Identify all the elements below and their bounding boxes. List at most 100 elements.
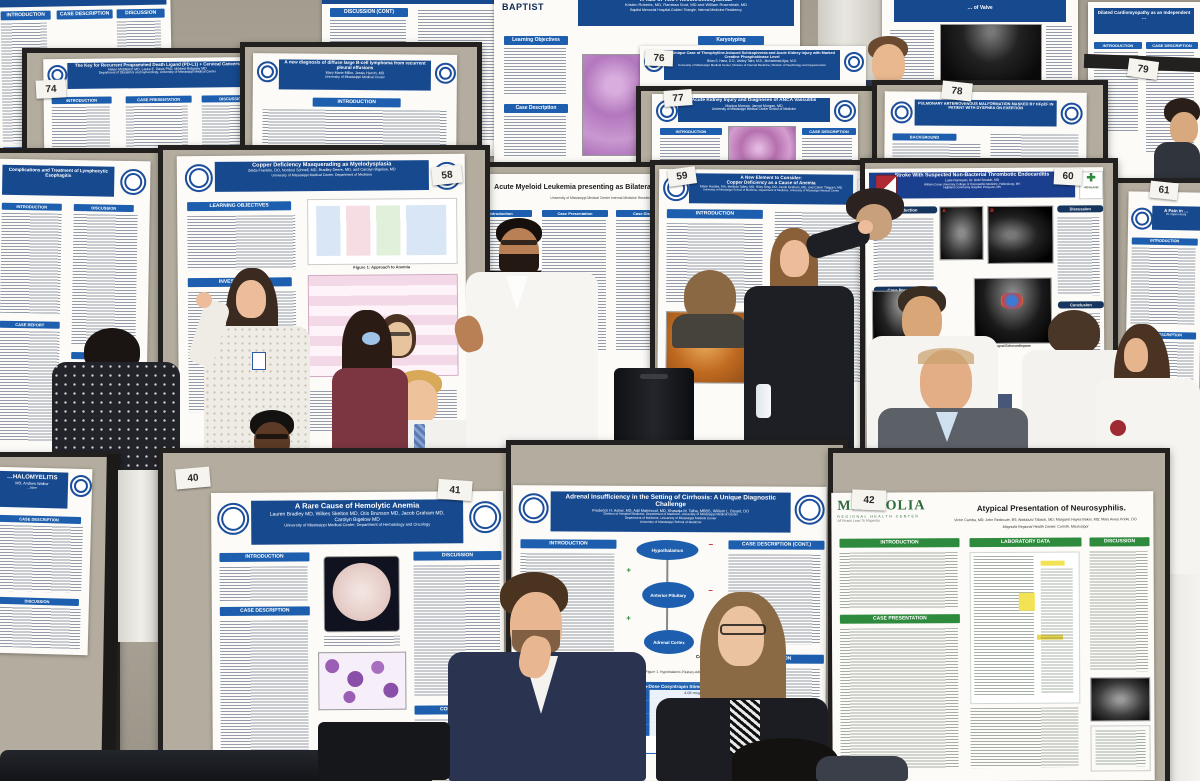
baptist-logo: BAPTIST bbox=[502, 2, 545, 12]
board-tag-58: 58 bbox=[431, 164, 463, 186]
section-header: CASE PRESENTATION bbox=[125, 95, 192, 104]
ummc-logo bbox=[794, 494, 825, 525]
image-label-b: B bbox=[990, 207, 994, 214]
poster-affiliation: University of Mississippi Medical Center… bbox=[678, 62, 826, 67]
water-bottle bbox=[756, 384, 771, 418]
section-header: Conclusion bbox=[1057, 301, 1104, 309]
poster-title: Atypical Presentation of Neurosyphilis. bbox=[976, 503, 1126, 514]
paper-stack bbox=[118, 470, 164, 642]
board-tag-77: 77 bbox=[663, 89, 693, 107]
section-header: Discussion bbox=[1057, 205, 1104, 213]
ultrasound-image bbox=[940, 24, 1042, 88]
section-header: Case Discussion bbox=[616, 210, 682, 218]
node-anterior-pituitary: Anterior Pituitary bbox=[642, 581, 695, 609]
image-label-a: A bbox=[942, 208, 946, 215]
section-header: INTRODUCTION bbox=[1, 202, 62, 211]
poster-affiliation: University of Mississippi School of Medi… bbox=[702, 187, 840, 193]
board-tag-40: 40 bbox=[175, 466, 211, 490]
section-header: CASE DESCRIPTION bbox=[802, 128, 856, 136]
board-tag-78: 78 bbox=[941, 80, 973, 102]
red-patch bbox=[1110, 420, 1126, 436]
section-header: Learning Objectives bbox=[504, 36, 568, 45]
section-header: INTRODUCTION bbox=[0, 10, 51, 20]
section-header: INTRODUCTION bbox=[520, 539, 617, 549]
poster-title: Acute Myeloid Leukemia presenting as Bil… bbox=[494, 184, 724, 191]
section-header: CASE DESCRIPTION bbox=[219, 606, 310, 616]
foreground-monitor bbox=[318, 722, 450, 780]
poster-affiliation: Baptist Memorial Hospital-Golden Triangl… bbox=[630, 8, 742, 13]
poster-affiliation: University of Mississippi Medical Center bbox=[325, 74, 385, 80]
ummc-logo bbox=[69, 474, 93, 498]
poster-authors: Victor Camba, MD; John Redecute, BS; Abd… bbox=[954, 517, 1137, 523]
section-header: Karyotyping bbox=[698, 36, 764, 45]
section-header: BACKGROUND bbox=[892, 133, 957, 141]
poster-affiliation: Magnolia Regional Health Center, Corinth… bbox=[1002, 524, 1089, 529]
scrunchie bbox=[362, 332, 380, 345]
plus-sign: + bbox=[626, 565, 632, 575]
minus-sign: − bbox=[708, 586, 713, 596]
poster-affiliation: University of Mississippi Medical Center… bbox=[712, 106, 796, 111]
poster-affiliation: University of Mississippi Medical Center… bbox=[550, 196, 668, 200]
section-header: CASE PRESENTATION bbox=[839, 614, 960, 624]
pointing-hand bbox=[858, 220, 873, 234]
poster-title: A Tale of Two Pheochromocytomas bbox=[639, 0, 733, 3]
ummc-logo bbox=[1060, 102, 1083, 125]
section-header: DISCUSSION bbox=[0, 596, 80, 607]
poster-affiliation: …icine bbox=[26, 486, 38, 491]
board-tag-61: 61 bbox=[1149, 180, 1179, 201]
tie bbox=[414, 424, 425, 468]
ummc-logo bbox=[834, 100, 856, 122]
poster-title: A Unique Case of Theophylline-Induced Sc… bbox=[669, 51, 835, 60]
ummc-logo bbox=[217, 502, 250, 535]
brain-ct-image bbox=[1090, 677, 1151, 722]
ummc-logo bbox=[844, 52, 864, 72]
section-header: DISCUSSION bbox=[116, 8, 165, 18]
section-header: DISCUSSION (CONT) bbox=[330, 8, 408, 17]
section-header: Case Presentation bbox=[542, 210, 608, 218]
echo-doppler bbox=[973, 277, 1053, 345]
poster-neurosyphilis: MAGNOLIA REGIONAL HEALTH CENTER All Road… bbox=[831, 491, 1155, 781]
section-header: CASE DESCRIPTION bbox=[56, 9, 113, 19]
lab-highlight bbox=[1018, 592, 1035, 611]
node-adrenal-cortex: Adrenal Cortex bbox=[643, 629, 695, 655]
brain-mri: A bbox=[939, 206, 984, 261]
poster-authors: W. Ryan Henry bbox=[1166, 212, 1187, 217]
lab-table bbox=[969, 551, 1081, 705]
glasses bbox=[720, 624, 766, 635]
poster-title: Dilated Cardiomyopathy as an Independent… bbox=[1097, 10, 1191, 21]
poster-affiliation: Department of Obstetrics and Gynecology,… bbox=[98, 69, 216, 75]
ummc-logo bbox=[518, 493, 549, 524]
section-header: INTRODUCTION bbox=[660, 128, 722, 136]
section-header: CASE DESCRIPTION bbox=[1146, 42, 1198, 50]
section-header: DISCUSSION bbox=[413, 550, 502, 561]
board-tag-74: 74 bbox=[35, 79, 67, 99]
badge bbox=[252, 352, 266, 370]
section-header: INTRODUCTION bbox=[219, 552, 310, 562]
plus-sign: + bbox=[626, 613, 631, 623]
poster-title: … of Valve bbox=[967, 5, 993, 11]
board-tag-41: 41 bbox=[437, 478, 473, 502]
section-header: DISCUSSION bbox=[73, 204, 134, 213]
ummc-logo bbox=[469, 500, 502, 534]
poster-title: Acute Kidney Injury and Diagnoses of ANC… bbox=[691, 98, 817, 103]
chest-ct: B bbox=[987, 205, 1054, 264]
board-tag-60: 60 bbox=[1053, 167, 1083, 186]
poster-authors: Kristen Roberts, MD, Ramissa Sout, MD an… bbox=[624, 2, 748, 8]
section-header: Case Description bbox=[504, 104, 568, 113]
section-header: INTRODUCTION bbox=[1094, 42, 1142, 50]
figure-flowchart bbox=[307, 197, 458, 266]
lab-highlight bbox=[1040, 560, 1065, 566]
poster-affiliation-2: Highland Community Hospital, Picayune, M… bbox=[943, 185, 1001, 190]
ummc-logo bbox=[890, 101, 913, 124]
section-header: DISCUSSION bbox=[1089, 537, 1150, 546]
poster-adem: …HALOMYELITIS MD, Andrew Walker …icine C… bbox=[0, 466, 93, 656]
section-header: CASE DESCRIPTION bbox=[0, 514, 82, 525]
section-header: CASE DESCRIPTION (CONT.) bbox=[728, 540, 825, 550]
ummc-logo bbox=[256, 61, 279, 83]
section-header: INTRODUCTION bbox=[1131, 237, 1198, 246]
poster-title: Adrenal Insufficiency in the Setting of … bbox=[565, 493, 776, 509]
node-hypothalamus: Hypothalamus bbox=[636, 539, 699, 561]
beard bbox=[499, 254, 539, 276]
section-header: LABORATORY DATA bbox=[969, 537, 1082, 547]
